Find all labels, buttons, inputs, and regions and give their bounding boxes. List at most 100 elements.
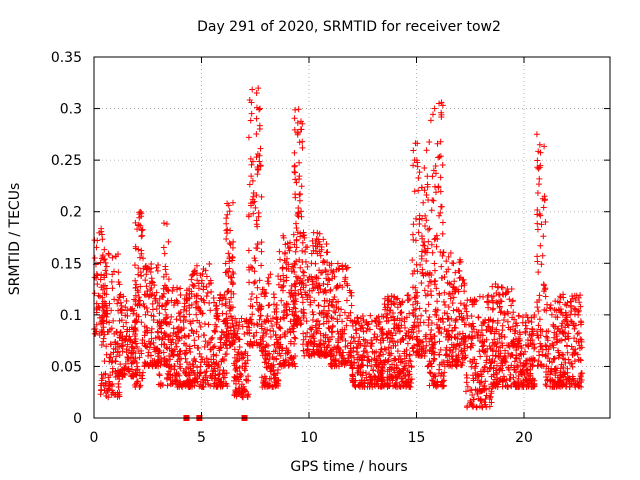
data-point bbox=[406, 371, 413, 378]
data-point bbox=[301, 269, 308, 276]
data-point bbox=[298, 320, 305, 327]
data-point bbox=[547, 368, 554, 375]
data-point bbox=[102, 282, 109, 289]
data-point bbox=[539, 351, 546, 358]
data-point bbox=[163, 300, 170, 307]
data-point bbox=[384, 334, 391, 341]
data-point bbox=[329, 299, 336, 306]
data-point bbox=[99, 286, 106, 293]
data-point bbox=[505, 364, 512, 371]
data-point bbox=[431, 260, 438, 267]
data-point bbox=[447, 249, 454, 256]
data-point bbox=[508, 302, 515, 309]
data-point bbox=[494, 319, 501, 326]
data-point bbox=[193, 262, 200, 269]
data-point bbox=[425, 316, 432, 323]
data-point bbox=[489, 345, 496, 352]
data-point bbox=[204, 289, 211, 296]
data-point bbox=[564, 314, 571, 321]
data-point bbox=[540, 233, 547, 240]
data-point bbox=[464, 343, 471, 350]
data-point bbox=[399, 375, 406, 382]
data-point bbox=[358, 363, 365, 370]
data-point bbox=[229, 254, 236, 261]
data-point bbox=[192, 300, 199, 307]
data-point bbox=[436, 292, 443, 299]
data-point bbox=[202, 374, 209, 381]
data-point bbox=[421, 223, 428, 230]
data-point bbox=[183, 291, 190, 298]
data-point bbox=[117, 329, 124, 336]
data-point bbox=[233, 380, 240, 387]
data-point bbox=[392, 342, 399, 349]
data-point bbox=[415, 229, 422, 236]
data-point bbox=[104, 328, 111, 335]
data-point bbox=[525, 343, 532, 350]
data-point bbox=[437, 209, 444, 216]
data-point bbox=[189, 383, 196, 390]
data-point bbox=[463, 321, 470, 328]
data-point bbox=[165, 276, 172, 283]
data-point bbox=[197, 323, 204, 330]
data-point bbox=[371, 334, 378, 341]
data-points bbox=[91, 85, 585, 411]
data-point bbox=[96, 293, 103, 300]
data-point bbox=[238, 315, 245, 322]
data-point bbox=[99, 252, 106, 259]
data-point bbox=[105, 251, 112, 258]
data-point bbox=[309, 308, 316, 315]
data-point bbox=[523, 325, 530, 332]
data-point bbox=[93, 271, 100, 278]
data-point bbox=[124, 313, 131, 320]
data-point bbox=[391, 357, 398, 364]
data-point bbox=[375, 353, 382, 360]
data-point bbox=[424, 291, 431, 298]
data-point bbox=[519, 382, 526, 389]
data-point bbox=[248, 296, 255, 303]
data-point bbox=[120, 323, 127, 330]
data-point bbox=[371, 381, 378, 388]
data-point bbox=[164, 297, 171, 304]
data-point bbox=[276, 324, 283, 331]
data-point bbox=[251, 268, 258, 275]
data-point bbox=[575, 329, 582, 336]
data-point bbox=[277, 256, 284, 263]
data-point bbox=[139, 232, 146, 239]
data-point bbox=[280, 357, 287, 364]
data-point bbox=[409, 309, 416, 316]
data-point bbox=[230, 238, 237, 245]
data-point bbox=[292, 248, 299, 255]
data-point bbox=[200, 332, 207, 339]
data-point bbox=[217, 291, 224, 298]
data-point bbox=[576, 345, 583, 352]
data-point bbox=[542, 285, 549, 292]
data-point bbox=[379, 326, 386, 333]
data-point bbox=[494, 284, 501, 291]
data-point bbox=[452, 324, 459, 331]
data-point bbox=[163, 301, 170, 308]
data-point bbox=[241, 367, 248, 374]
data-point bbox=[291, 168, 298, 175]
data-point bbox=[100, 324, 107, 331]
data-point bbox=[349, 364, 356, 371]
data-point bbox=[242, 348, 249, 355]
data-point bbox=[287, 287, 294, 294]
data-point bbox=[529, 325, 536, 332]
data-point bbox=[122, 304, 129, 311]
data-point bbox=[502, 347, 509, 354]
data-point bbox=[329, 322, 336, 329]
data-point bbox=[253, 154, 260, 161]
data-point bbox=[409, 334, 416, 341]
data-point bbox=[498, 331, 505, 338]
data-point bbox=[507, 371, 514, 378]
data-point bbox=[445, 336, 452, 343]
data-point bbox=[307, 325, 314, 332]
data-point bbox=[139, 337, 146, 344]
data-point bbox=[265, 342, 272, 349]
data-point bbox=[553, 339, 560, 346]
data-point bbox=[125, 366, 132, 373]
data-point bbox=[344, 315, 351, 322]
data-point bbox=[183, 307, 190, 314]
data-point bbox=[147, 340, 154, 347]
data-point bbox=[236, 336, 243, 343]
